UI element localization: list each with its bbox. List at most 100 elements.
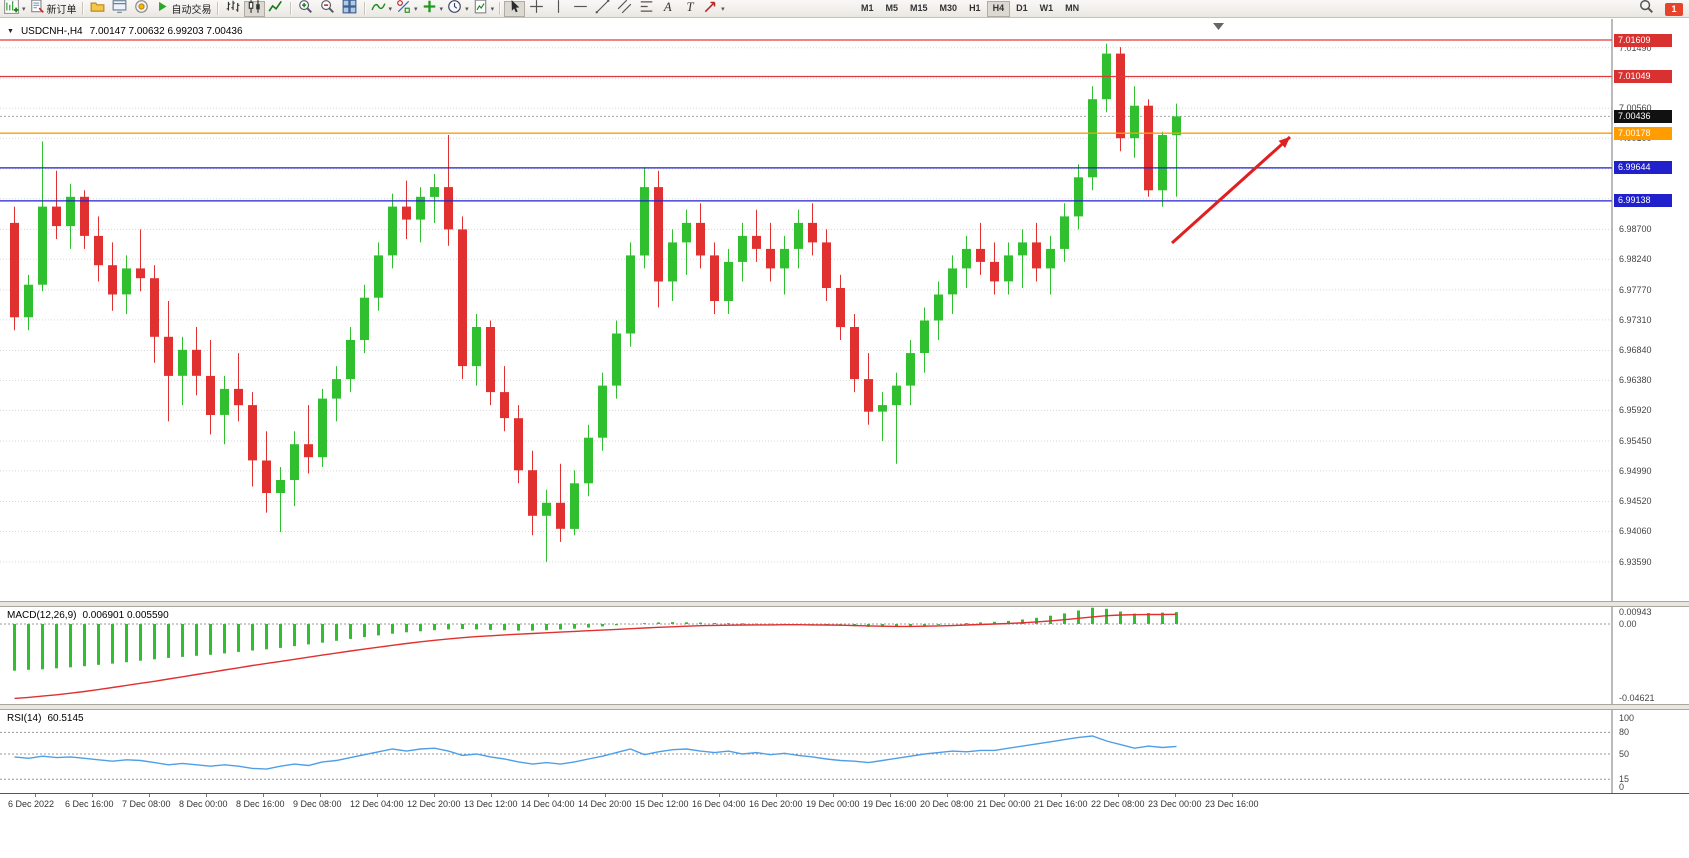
add-indicator-button[interactable]: ▾: [420, 0, 446, 17]
templates-button[interactable]: ▾: [471, 0, 497, 19]
symbol-period-label: USDCNH-,H4: [20, 26, 83, 37]
label-tool-button[interactable]: T: [679, 0, 701, 19]
candle-chart-button[interactable]: [243, 0, 265, 19]
navigator-button[interactable]: [87, 1, 109, 17]
price-axis-label: 6.95920: [1619, 405, 1652, 415]
cursor-tool-button[interactable]: [504, 0, 526, 19]
chevron-down-icon: ▾: [414, 5, 418, 13]
time-tick: [377, 794, 378, 797]
time-tick: [1232, 794, 1233, 797]
trendline-tool-button[interactable]: [591, 0, 613, 17]
time-axis-label: 14 Dec 04:00: [521, 799, 575, 809]
timeframe-m1-button[interactable]: M1: [861, 3, 874, 13]
timeframe-m15-button[interactable]: M15: [910, 3, 928, 13]
new-chart-button[interactable]: ▾: [2, 0, 28, 17]
new-order-label: 新订单: [46, 5, 77, 16]
line-chart-button[interactable]: [265, 0, 287, 19]
price-axis[interactable]: 7.014907.005607.001006.987006.982406.977…: [1613, 19, 1688, 601]
rsi-panel[interactable]: [0, 710, 1689, 793]
timeframe-mn-button[interactable]: MN: [1065, 3, 1080, 13]
price-axis-label: 6.97310: [1619, 315, 1652, 325]
time-axis-label: 9 Dec 08:00: [293, 799, 342, 809]
time-tick: [719, 794, 720, 797]
macd-axis: 0.00943 0.00 -0.04621: [1613, 607, 1688, 704]
time-tick: [263, 794, 264, 797]
time-tick: [491, 794, 492, 797]
objects-button[interactable]: ▾: [394, 0, 420, 19]
time-axis-label: 6 Dec 2022: [8, 799, 55, 809]
price-chart[interactable]: [0, 19, 1689, 601]
crosshair-tool-button[interactable]: [525, 0, 547, 17]
metaeditor-button[interactable]: [131, 0, 153, 17]
autotrading-label: 自动交易: [171, 5, 212, 16]
vertical-line-tool-button[interactable]: [547, 0, 569, 17]
time-axis-label: 16 Dec 20:00: [749, 799, 803, 809]
time-tick: [92, 794, 93, 797]
price-axis-label: 6.94060: [1619, 526, 1652, 536]
macd-label: MACD(12,26,9) 0.006901 0.005590: [7, 610, 169, 621]
fibonacci-icon: [639, 0, 654, 19]
hline-icon: [573, 0, 588, 19]
label-icon: T: [683, 0, 698, 19]
arrows-tool-button[interactable]: ▾: [701, 1, 727, 17]
objects-icon: [396, 0, 411, 19]
time-axis-label: 12 Dec 20:00: [407, 799, 461, 809]
time-axis-label: 23 Dec 16:00: [1205, 799, 1259, 809]
price-badge-red: 7.01609: [1614, 34, 1672, 47]
time-axis-label: 8 Dec 00:00: [179, 799, 228, 809]
line-chart-icon: [268, 0, 283, 19]
tile-windows-button[interactable]: [339, 0, 361, 19]
candle-chart-icon: [247, 0, 262, 19]
horizontal-line-tool-button[interactable]: [569, 1, 591, 17]
time-axis-label: 23 Dec 00:00: [1148, 799, 1202, 809]
tile-windows-icon: [342, 0, 357, 19]
time-axis[interactable]: 6 Dec 2022 6 Dec 16:00 7 Dec 08:00 8 Dec 00…: [0, 793, 1689, 816]
periods-button[interactable]: ▾: [445, 0, 471, 17]
price-axis-label: 6.97770: [1619, 285, 1652, 295]
time-tick: [662, 794, 663, 797]
new-order-button[interactable]: 新订单: [28, 0, 79, 17]
data-window-button[interactable]: [109, 0, 131, 17]
chart-title: ▼ USDCNH-,H4 7.00147 7.00632 6.99203 7.0…: [7, 26, 243, 38]
bar-chart-button[interactable]: [222, 0, 244, 19]
timeframe-h1-button[interactable]: H1: [969, 3, 981, 13]
timeframe-m5-button[interactable]: M5: [885, 3, 899, 13]
timeframe-m30-button[interactable]: M30: [939, 3, 958, 13]
search-button[interactable]: [1635, 0, 1657, 19]
channel-tool-button[interactable]: [613, 0, 635, 17]
play-icon: [155, 0, 170, 19]
cursor-icon: [507, 0, 522, 19]
time-tick: [947, 794, 948, 797]
macd-panel[interactable]: [0, 607, 1689, 704]
time-tick: [548, 794, 549, 797]
price-badge-red: 7.01049: [1614, 70, 1672, 83]
price-axis-label: 6.94990: [1619, 466, 1652, 476]
time-axis-label: 19 Dec 16:00: [863, 799, 917, 809]
time-tick: [320, 794, 321, 797]
toolbar-separator: [216, 2, 219, 15]
search-icon: [1639, 0, 1654, 19]
time-axis-label: 13 Dec 12:00: [464, 799, 518, 809]
indicators-button[interactable]: ▾: [369, 1, 395, 17]
timeframe-h4-button[interactable]: H4: [986, 1, 1011, 17]
fibonacci-tool-button[interactable]: [635, 0, 657, 19]
autotrading-button[interactable]: 自动交易: [153, 1, 214, 17]
panel-splitter[interactable]: [0, 601, 1689, 607]
notification-badge[interactable]: 1: [1665, 2, 1683, 16]
time-tick: [1118, 794, 1119, 797]
price-badge-black: 7.00436: [1614, 110, 1672, 123]
timeframe-d1-button[interactable]: D1: [1016, 3, 1028, 13]
bar-chart-icon: [225, 0, 240, 19]
time-tick: [890, 794, 891, 797]
zoom-in-button[interactable]: [295, 0, 317, 19]
timeframe-w1-button[interactable]: W1: [1039, 3, 1054, 13]
panel-splitter[interactable]: [0, 704, 1689, 710]
templates-icon: [473, 0, 488, 19]
text-tool-button[interactable]: A: [657, 0, 679, 17]
zoom-in-icon: [298, 0, 313, 19]
one-click-trading-toggle-icon[interactable]: ▼: [7, 28, 14, 35]
price-axis-label: 6.95450: [1619, 436, 1652, 446]
time-tick: [1175, 794, 1176, 797]
time-axis-label: 22 Dec 08:00: [1091, 799, 1145, 809]
zoom-out-button[interactable]: [317, 0, 339, 17]
